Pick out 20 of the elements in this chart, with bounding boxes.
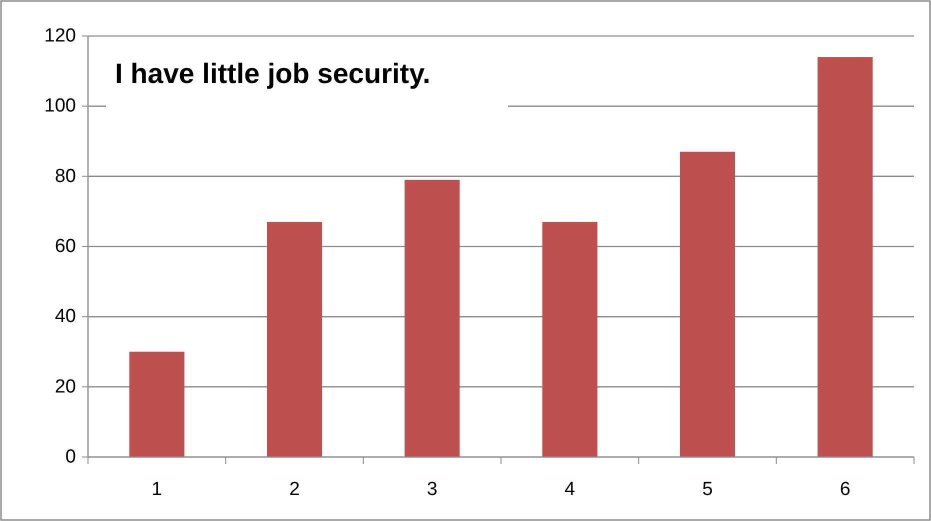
x-tick-label: 5 — [702, 479, 713, 500]
x-tick-label: 3 — [426, 479, 438, 500]
text: I have little job security. — [115, 58, 430, 89]
x-tick-label: 4 — [564, 479, 576, 500]
x-tick-label: 1 — [152, 479, 162, 500]
y-tick-label: 80 — [54, 166, 76, 187]
bar — [404, 180, 460, 457]
x-tick-label: 6 — [840, 479, 850, 500]
y-tick-label: 100 — [44, 96, 76, 117]
bar — [680, 152, 736, 457]
bar — [542, 222, 598, 457]
x-tick-label: 2 — [289, 479, 300, 500]
bar — [818, 57, 873, 457]
y-tick-label: 60 — [54, 236, 76, 257]
bar — [266, 222, 322, 457]
y-tick-label: 120 — [44, 26, 76, 46]
y-tick-label: 20 — [54, 376, 76, 398]
bar — [129, 352, 184, 457]
y-tick-label: 40 — [54, 306, 76, 328]
y-tick-label: 0 — [65, 446, 76, 468]
